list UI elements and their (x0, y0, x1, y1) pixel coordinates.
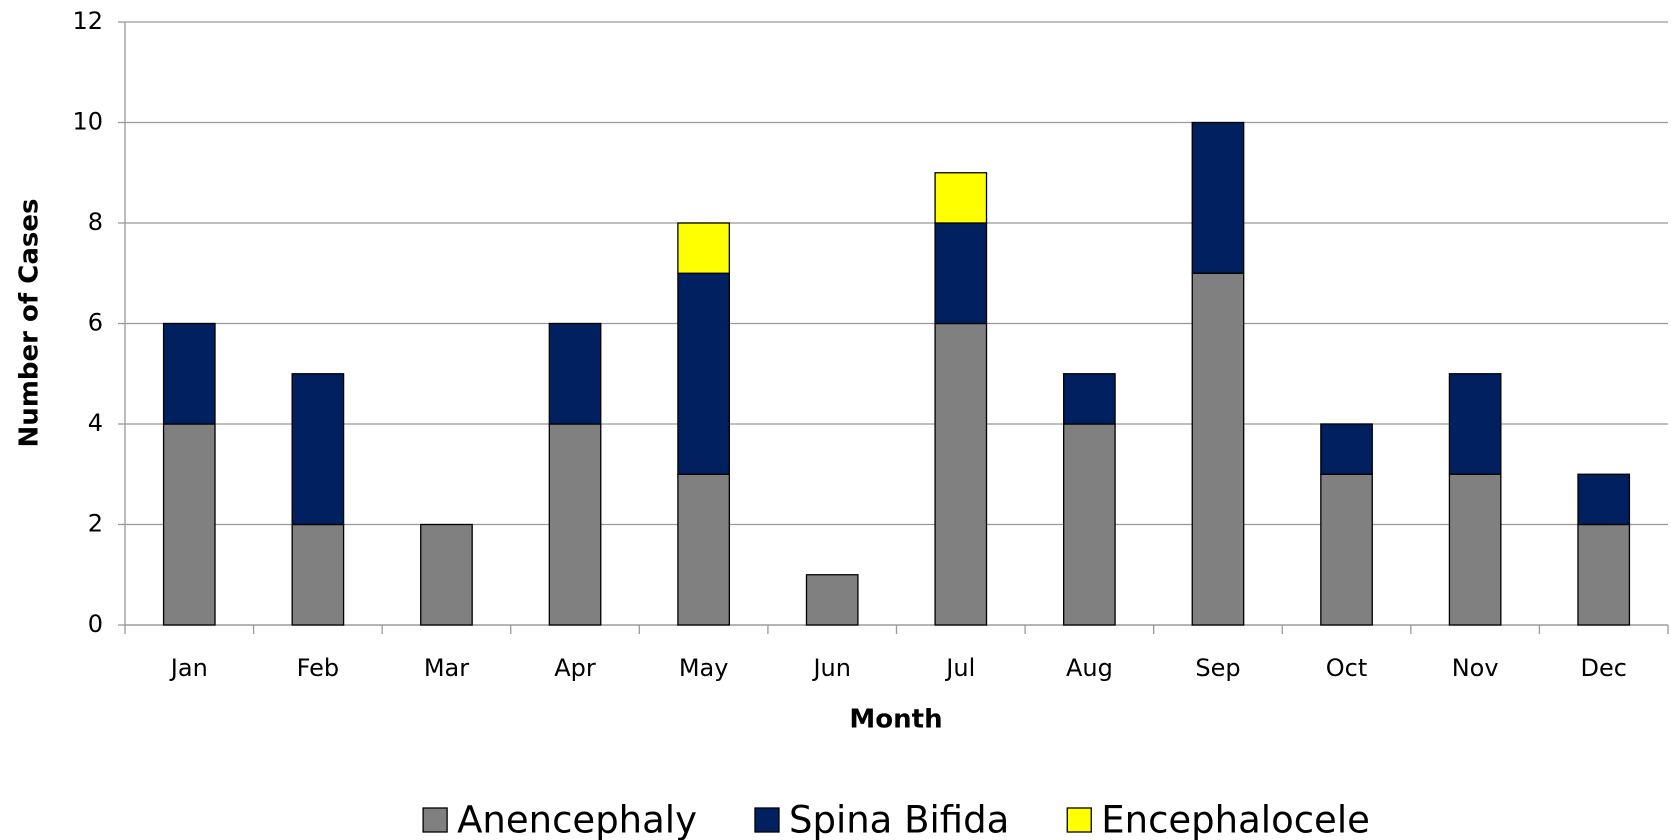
bar-segment (934, 172, 988, 224)
bar-segment (291, 523, 345, 626)
y-tick-label: 6 (88, 309, 103, 337)
bar-segment (548, 322, 602, 425)
legend-label: Spina Bifida (789, 799, 1009, 840)
x-axis-title: Month (849, 705, 942, 735)
bar-segment (934, 222, 988, 325)
bar-segment (1577, 523, 1631, 626)
bar-segment (1063, 423, 1116, 626)
bar-segment (677, 222, 730, 274)
y-tick-label: 10 (72, 108, 103, 136)
bar-segment (1320, 473, 1373, 626)
legend-label: Encephalocele (1101, 799, 1370, 840)
x-tick-label: Jun (811, 654, 851, 682)
bar-segment (1320, 423, 1373, 475)
bar-segment (420, 523, 473, 626)
bar-segment (162, 423, 216, 626)
x-tick-label: Nov (1452, 654, 1499, 682)
legend-swatch (754, 807, 780, 833)
x-tick-label: Apr (554, 654, 596, 682)
bar-segment (677, 473, 730, 626)
bar-segment (291, 373, 345, 526)
y-axis-title: Number of Cases (15, 199, 45, 448)
y-tick-label: 0 (88, 610, 103, 638)
y-tick-label: 4 (88, 409, 103, 437)
bar-segment (1191, 272, 1245, 626)
bar-segment (934, 322, 988, 626)
y-tick-label: 12 (72, 7, 103, 35)
bar-segment (1577, 473, 1631, 526)
x-tick-label: Mar (424, 654, 469, 682)
y-tick-label: 2 (88, 510, 103, 538)
x-tick-label: Feb (297, 654, 340, 682)
legend-swatch (1066, 807, 1092, 833)
x-tick-label: Aug (1066, 654, 1113, 682)
bar-segment (1448, 373, 1502, 475)
bar-segment (1063, 373, 1116, 425)
x-tick-label: Oct (1326, 654, 1368, 682)
bar-segment (1448, 473, 1502, 626)
bar-segment (548, 423, 602, 626)
x-tick-label: Jul (944, 654, 975, 682)
x-tick-label: Dec (1580, 654, 1626, 682)
x-tick-label: May (679, 654, 729, 682)
bar-segment (805, 574, 859, 626)
y-tick-label: 8 (88, 208, 103, 236)
bar-segment (1191, 121, 1245, 274)
bar-segment (677, 272, 730, 475)
legend-label: Anencephaly (457, 799, 697, 840)
x-tick-label: Sep (1195, 654, 1240, 682)
legend-swatch (422, 807, 448, 833)
x-tick-label: Jan (169, 654, 208, 682)
bar-segment (162, 322, 216, 425)
